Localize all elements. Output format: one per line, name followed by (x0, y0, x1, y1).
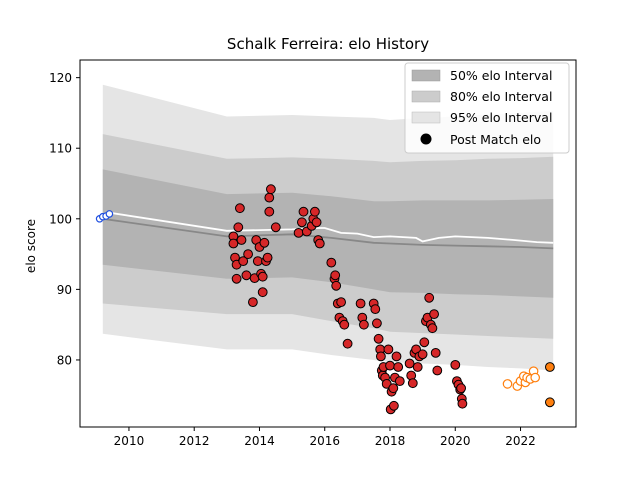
red-matches-point (408, 379, 417, 388)
legend-swatch-50 (412, 70, 440, 81)
red-matches-point (327, 258, 336, 267)
red-matches-point (312, 218, 321, 227)
orange-open-matches-point (531, 373, 539, 381)
red-matches-point (356, 299, 365, 308)
red-matches-point (413, 363, 422, 372)
chart-title: Schalk Ferreira: elo History (227, 35, 429, 53)
red-matches-point (253, 257, 262, 266)
red-matches-point (374, 334, 383, 343)
red-matches-point (337, 298, 346, 307)
blue-matches-point (106, 211, 112, 217)
red-matches-point (332, 281, 341, 290)
red-matches-point (271, 223, 280, 232)
red-matches-point (249, 298, 258, 307)
red-matches-point (294, 229, 303, 238)
red-matches-point (389, 384, 398, 393)
red-matches-point (405, 359, 414, 368)
red-matches-point (244, 250, 253, 259)
red-matches-point (229, 239, 238, 248)
red-matches-point (395, 377, 404, 386)
x-tick-label: 2022 (505, 434, 536, 448)
orange-open-matches-point (503, 380, 511, 388)
legend-label-95: 95% elo Interval (450, 110, 552, 125)
x-tick-label: 2020 (440, 434, 471, 448)
red-matches-point (425, 293, 434, 302)
red-matches-point (428, 324, 437, 333)
red-matches-point (236, 204, 245, 213)
red-matches-point (457, 384, 466, 393)
red-matches-point (260, 238, 269, 247)
legend-label-post-match: Post Match elo (450, 132, 541, 147)
red-matches-point (237, 236, 246, 245)
legend-label-80: 80% elo Interval (450, 89, 552, 104)
y-axis-label: elo score (24, 219, 38, 273)
red-matches-point (418, 350, 427, 359)
y-tick-label: 100 (49, 212, 72, 226)
red-matches-point (265, 207, 274, 216)
red-matches-point (234, 223, 243, 232)
x-tick-label: 2012 (179, 434, 210, 448)
red-matches-point (311, 207, 320, 216)
red-matches-point (392, 352, 401, 361)
red-matches-point (384, 345, 393, 354)
red-matches-point (340, 320, 349, 329)
x-tick-label: 2016 (309, 434, 340, 448)
orange-filled-matches-point (546, 363, 555, 372)
y-tick-label: 90 (57, 283, 72, 297)
red-matches-point (331, 271, 340, 280)
red-matches-point (371, 305, 380, 314)
legend-swatch-95 (412, 112, 440, 123)
red-matches-point (386, 361, 395, 370)
red-matches-point (451, 361, 460, 370)
red-matches-point (267, 185, 276, 194)
red-matches-point (299, 207, 308, 216)
red-matches-point (420, 338, 429, 347)
red-matches-point (242, 271, 251, 280)
legend-marker-post-match (421, 134, 432, 145)
legend-swatch-80 (412, 91, 440, 102)
red-matches-point (265, 193, 274, 202)
y-tick-label: 110 (49, 142, 72, 156)
red-matches-point (394, 363, 403, 372)
red-matches-point (343, 339, 352, 348)
y-tick-label: 80 (57, 353, 72, 367)
red-matches-point (373, 319, 382, 328)
red-matches-point (232, 274, 241, 283)
red-matches-point (431, 349, 440, 358)
x-tick-label: 2018 (375, 434, 406, 448)
x-tick-label: 2010 (114, 434, 145, 448)
red-matches-point (433, 366, 442, 375)
x-tick-label: 2014 (244, 434, 275, 448)
red-matches-point (298, 218, 307, 227)
red-matches-point (458, 399, 467, 408)
red-matches-point (430, 310, 439, 319)
red-matches-point (258, 272, 267, 281)
legend: 50% elo Interval 80% elo Interval 95% el… (405, 63, 569, 153)
red-matches-point (377, 352, 386, 361)
orange-filled-matches-point (546, 398, 555, 407)
red-matches-point (263, 253, 272, 262)
legend-label-50: 50% elo Interval (450, 68, 552, 83)
y-tick-label: 120 (49, 71, 72, 85)
red-matches-point (390, 401, 399, 410)
red-matches-point (360, 320, 369, 329)
red-matches-point (258, 288, 267, 297)
red-matches-point (315, 239, 324, 248)
